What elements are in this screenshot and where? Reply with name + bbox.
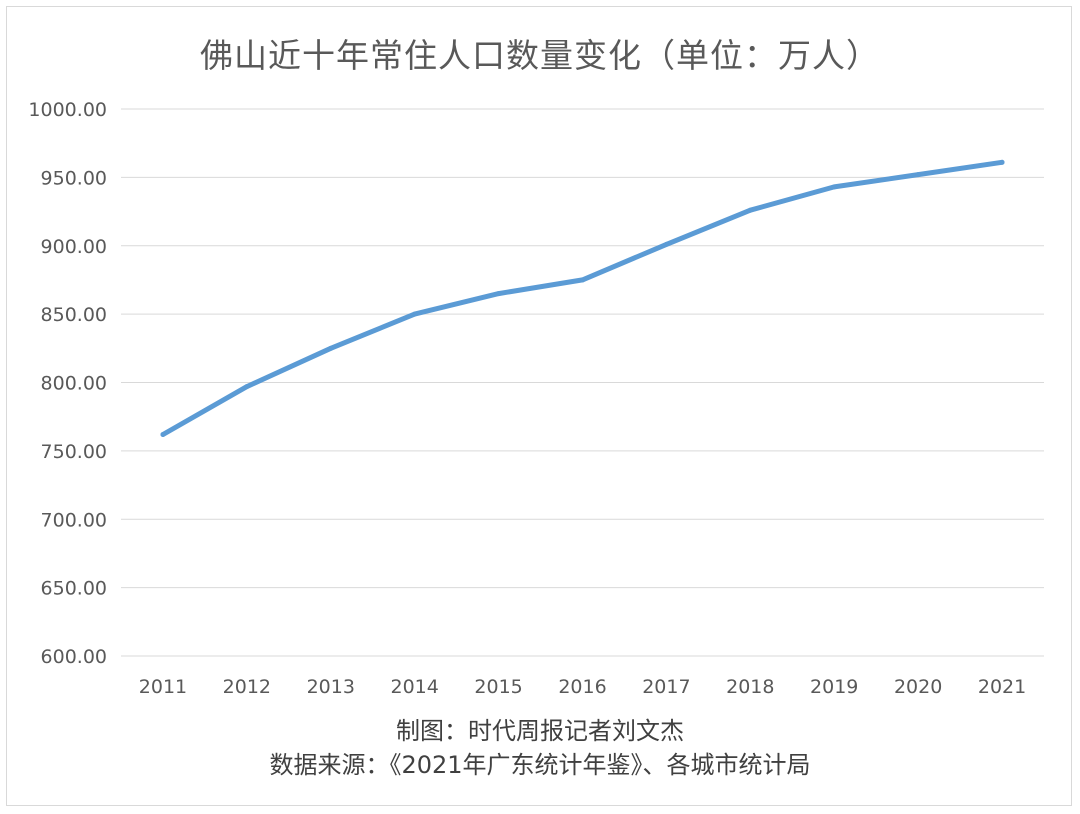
data-point: [244, 384, 250, 390]
x-tick-label: 2011: [139, 676, 187, 698]
data-point: [328, 345, 334, 351]
x-tick-label: 2021: [978, 676, 1026, 698]
x-tick-label: 2016: [558, 676, 606, 698]
y-tick-label: 1000.00: [28, 99, 107, 121]
x-axis-ticks: 2011 2012 2013 2014 2015 2016 2017 2018 2019 2020…: [139, 676, 1026, 698]
data-point: [831, 184, 837, 190]
x-tick-label: 2013: [307, 676, 355, 698]
chart-frame: 佛山近十年常住人口数量变化（单位：万人） 600.00 650.00 700.00 7…: [6, 6, 1072, 806]
gridlines: [121, 108, 1044, 657]
y-tick-label: 900.00: [41, 236, 107, 258]
series-layer: [160, 159, 1005, 437]
data-point: [160, 431, 166, 437]
x-tick-label: 2018: [726, 676, 774, 698]
series-line: [160, 159, 1005, 437]
x-tick-label: 2019: [810, 676, 858, 698]
x-tick-label: 2017: [642, 676, 690, 698]
x-tick-label: 2014: [391, 676, 439, 698]
line-chart: 600.00 650.00 700.00 750.00 800.00 850.00 900.…: [28, 99, 1044, 698]
x-tick-label: 2020: [894, 676, 942, 698]
y-tick-label: 600.00: [41, 646, 107, 668]
y-tick-label: 800.00: [41, 373, 107, 395]
data-source: 数据来源：《2021年广东统计年鉴》、各城市统计局: [269, 751, 811, 779]
data-point: [580, 277, 585, 283]
chart-title: 佛山近十年常住人口数量变化（单位：万人）: [200, 36, 880, 75]
y-tick-label: 750.00: [41, 441, 107, 463]
y-tick-label: 700.00: [41, 509, 107, 531]
y-tick-label: 950.00: [41, 167, 107, 189]
y-axis-ticks: 600.00 650.00 700.00 750.00 800.00 850.00 900.…: [28, 99, 107, 668]
data-point: [999, 159, 1005, 165]
chart-credit: 制图：时代周报记者刘文杰: [396, 717, 684, 745]
x-tick-label: 2012: [223, 676, 271, 698]
y-tick-label: 650.00: [41, 578, 107, 600]
data-point: [663, 241, 669, 247]
data-point: [412, 311, 418, 317]
data-point: [747, 207, 753, 213]
data-point: [496, 291, 502, 297]
y-tick-label: 850.00: [41, 304, 107, 326]
data-point: [915, 172, 921, 178]
x-tick-label: 2015: [474, 676, 522, 698]
